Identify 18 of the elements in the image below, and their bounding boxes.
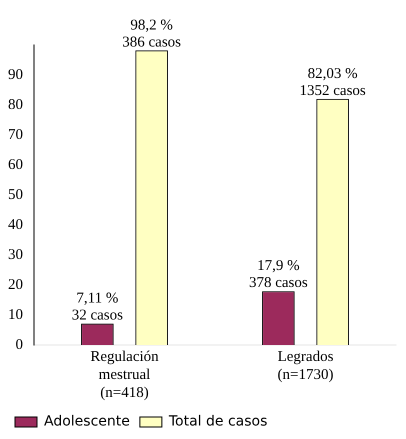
y-tick-label: 20 (8, 276, 23, 293)
y-tick-label: 30 (8, 246, 23, 263)
data-label: 17,9 % 378 casos (248, 258, 308, 292)
data-label: 7,11 % 32 casos (72, 290, 124, 324)
y-tick-label: 0 (16, 336, 23, 353)
y-tick-label: 70 (8, 126, 23, 143)
y-tick-label: 50 (8, 186, 23, 203)
y-tick-label: 10 (8, 306, 23, 323)
x-tick-label: Regulación mestrual (n=418) (90, 348, 160, 401)
y-tick-label: 90 (8, 66, 23, 83)
y-tick-label: 80 (8, 96, 23, 113)
y-tick-label: 60 (8, 156, 23, 173)
data-label: 98,2 % 386 casos (122, 17, 182, 50)
data-label: 82,03 % 1352 casos (300, 66, 366, 99)
legend-label: Total de casos (168, 414, 268, 430)
legend-label: Adolescente (44, 414, 130, 430)
x-tick-label: Legrados (n=1730) (278, 348, 334, 383)
y-tick-label: 40 (8, 216, 23, 233)
